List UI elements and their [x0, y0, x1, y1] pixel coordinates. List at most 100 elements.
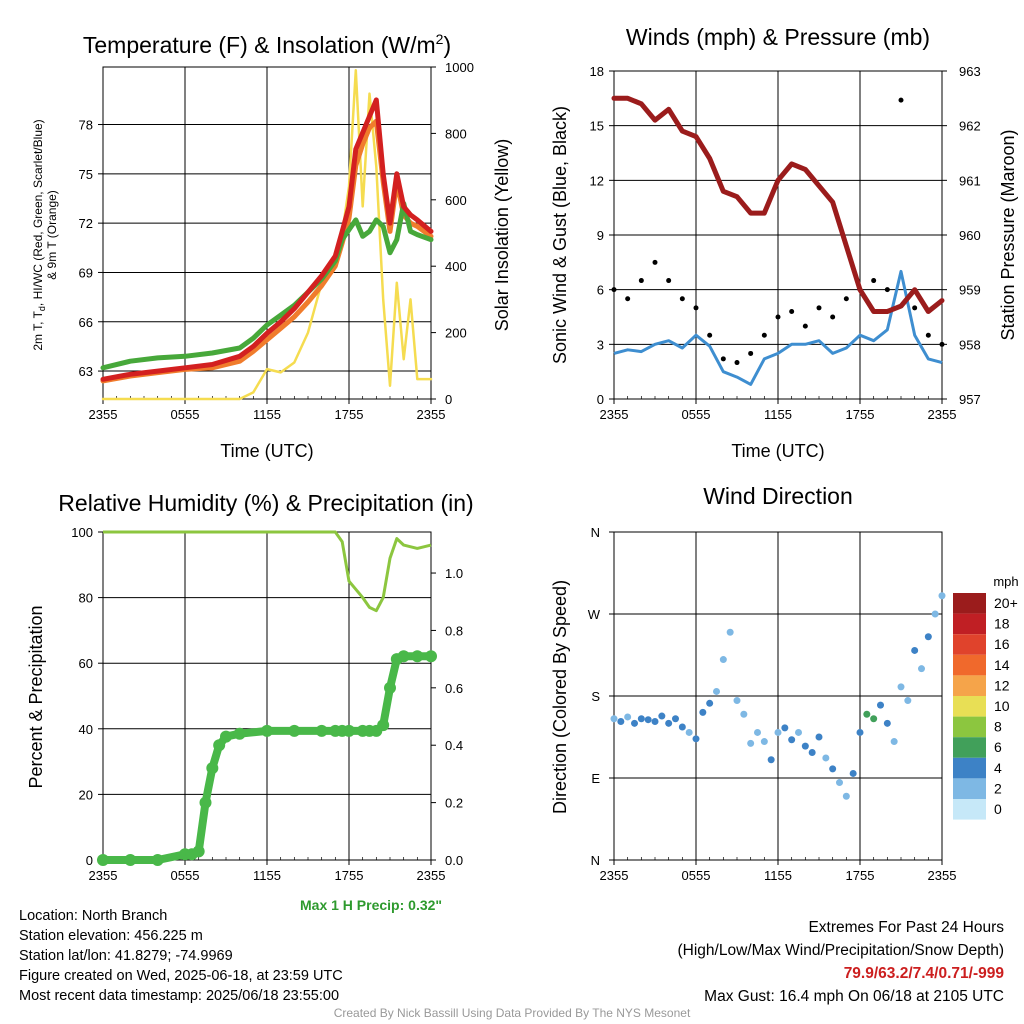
insolation-y-tick-label: 400 — [445, 259, 467, 274]
wind-y-tick-label: 9 — [597, 228, 604, 243]
direction-point — [808, 748, 816, 756]
colorbar-swatch — [953, 778, 986, 799]
pressure-y-tick-label: 962 — [959, 119, 981, 134]
direction-point — [856, 728, 864, 736]
colorbar-swatch — [953, 737, 986, 758]
direction-point — [726, 628, 734, 636]
precip-y-tick-label: 1.0 — [445, 566, 463, 581]
direction-point — [829, 765, 837, 773]
gust-point — [693, 305, 699, 311]
humidity-panel: Relative Humidity (%) & Precipitation (i… — [26, 490, 474, 883]
colorbar-label: 8 — [994, 719, 1002, 735]
direction-point — [870, 715, 878, 723]
series-station-pressure — [611, 95, 945, 314]
direction-point — [890, 738, 898, 746]
direction-point — [637, 715, 645, 723]
precip-y-tick-label: 0.6 — [445, 681, 463, 696]
direction-point — [883, 719, 891, 727]
precip-point — [261, 724, 273, 737]
colorbar-label: 12 — [994, 677, 1010, 693]
series-sonic-wind — [613, 269, 943, 386]
wind-x-tick-label: 1755 — [846, 407, 875, 422]
gust-point — [748, 350, 754, 356]
colorbar-swatch — [953, 613, 986, 635]
precip-y-tick-label: 0.0 — [445, 853, 463, 868]
humidity-left-axis-label: Percent & Precipitation — [26, 605, 46, 788]
extremes-title: Extremes For Past 24 Hours — [808, 919, 1004, 936]
direction-point — [795, 728, 802, 736]
insolation-y-tick-label: 600 — [445, 193, 467, 208]
direction-point — [836, 779, 843, 787]
wind-y-tick-label: 15 — [590, 119, 604, 134]
precip-point — [220, 730, 232, 743]
station-info: Location: North Branch Station elevation… — [19, 906, 343, 1006]
direction-point — [822, 754, 830, 762]
wind-direction-panel-title: Wind Direction — [703, 483, 853, 509]
precip-point — [151, 854, 164, 866]
wind-y-tick-label: 0 — [597, 392, 604, 407]
wind-left-axis-label: Sonic Wind & Gust (Blue, Black) — [550, 106, 570, 364]
colorbar-swatch — [953, 634, 986, 655]
gust-point — [679, 296, 685, 302]
winds-panel-title: Winds (mph) & Pressure (mb) — [626, 24, 930, 50]
direction-point — [754, 728, 761, 736]
direction-point — [877, 701, 884, 709]
extremes-description: (High/Low/Max Wind/Precipitation/Snow De… — [677, 942, 1005, 959]
colorbar-label: 18 — [994, 616, 1010, 632]
precip-point — [377, 719, 390, 732]
precip-point — [206, 762, 219, 775]
wind-y-tick-label: 12 — [590, 173, 604, 188]
direction-point — [781, 724, 789, 732]
temp-x-tick-label: 2355 — [89, 407, 118, 422]
direction-left-axis-label: Direction (Colored By Speed) — [550, 580, 570, 814]
colorbar-swatch — [953, 654, 986, 676]
direction-point — [644, 716, 652, 724]
direction-point — [617, 718, 625, 726]
dir-x-tick-label: 1755 — [846, 868, 875, 883]
wind-x-tick-label: 2355 — [600, 407, 629, 422]
direction-point — [665, 719, 673, 727]
gust-point — [871, 278, 877, 284]
precip-point — [425, 650, 437, 663]
precip-point — [343, 724, 355, 737]
winds-x-axis-label: Time (UTC) — [731, 441, 824, 461]
direction-point — [747, 739, 755, 747]
colorbar-swatch — [953, 799, 986, 820]
direction-point — [685, 728, 693, 736]
gust-point — [625, 296, 631, 302]
temp-x-tick-label: 1755 — [335, 407, 364, 422]
precip-point — [315, 724, 328, 737]
precip-point — [199, 796, 212, 809]
dir-x-tick-label: 0555 — [682, 868, 711, 883]
temp-y-tick-label: 66 — [79, 315, 93, 330]
dir-x-tick-label: 1155 — [764, 868, 792, 883]
pressure-y-tick-label: 959 — [959, 283, 981, 298]
direction-point — [699, 708, 707, 716]
dir-x-tick-label: 2355 — [928, 868, 957, 883]
gust-point — [611, 287, 617, 293]
gust-point — [734, 360, 740, 366]
gust-point — [775, 314, 781, 320]
rh-x-tick-label: 2355 — [89, 868, 118, 883]
direction-point — [938, 592, 946, 600]
direction-point — [692, 735, 700, 743]
winds-panel: Winds (mph) & Pressure (mb) Sonic Wind &… — [550, 24, 1018, 461]
gust-point — [816, 305, 822, 311]
station-location: Location: North Branch — [19, 908, 168, 924]
gust-point — [707, 332, 713, 338]
temp-x-tick-label: 1155 — [253, 407, 281, 422]
direction-point — [897, 683, 905, 691]
max-hourly-precip: Max 1 H Precip: 0.32" — [300, 897, 443, 913]
solar-insolation-axis-label: Solar Insolation (Yellow) — [492, 139, 512, 331]
direction-point — [911, 646, 919, 654]
wind-y-tick-label: 18 — [590, 64, 604, 79]
direction-point — [904, 697, 912, 705]
temp-x-tick-label: 2355 — [417, 407, 446, 422]
colorbar-swatch — [953, 675, 986, 696]
colorbar-swatch — [953, 696, 986, 717]
colorbar-label: 6 — [994, 739, 1002, 755]
direction-point — [918, 665, 925, 673]
direction-point — [931, 610, 939, 618]
rh-y-tick-label: 100 — [71, 525, 93, 540]
pressure-y-tick-label: 961 — [959, 173, 981, 188]
